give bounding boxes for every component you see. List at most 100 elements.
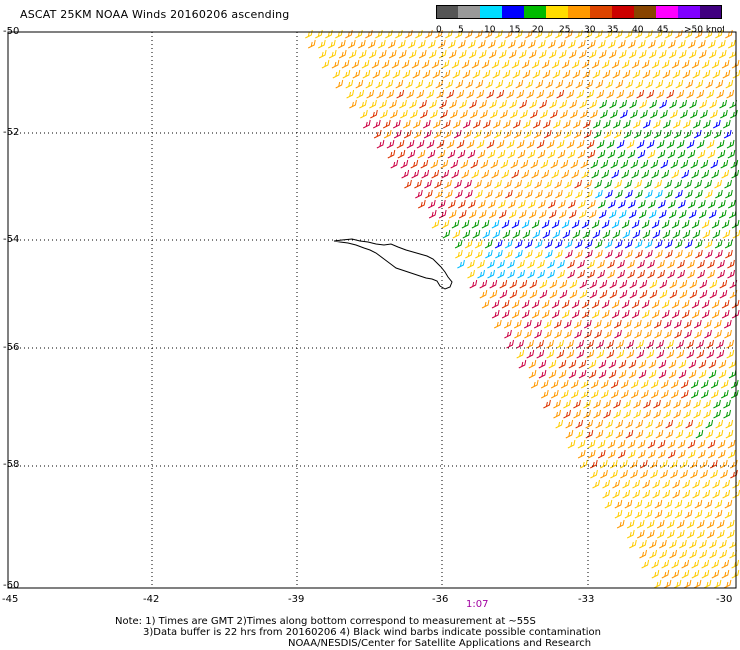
wind-barb <box>722 69 731 79</box>
wind-barb <box>699 279 708 289</box>
wind-barb <box>681 309 690 319</box>
wind-barb <box>707 39 716 49</box>
wind-barb <box>504 329 512 339</box>
wind-barb <box>659 289 668 299</box>
wind-barb <box>654 329 662 339</box>
wind-barb <box>391 59 400 69</box>
map-title: ASCAT 25KM NOAA Winds 20160206 ascending <box>20 8 290 21</box>
wind-barb <box>568 359 577 369</box>
wind-barb <box>684 499 693 509</box>
wind-barb <box>355 29 363 39</box>
wind-barb <box>492 119 501 129</box>
wind-barb <box>604 179 612 189</box>
wind-barb <box>451 169 460 179</box>
wind-barb <box>463 129 472 139</box>
wind-barb <box>592 479 600 489</box>
wind-barb <box>497 269 505 279</box>
wind-barb <box>668 209 677 219</box>
wind-barb <box>681 169 690 179</box>
wind-barb <box>608 49 617 59</box>
wind-barb <box>341 59 350 69</box>
note-line-2: 3)Data buffer is 22 hrs from 20160206 4)… <box>143 627 601 638</box>
wind-barb <box>647 269 655 279</box>
wind-barb <box>640 389 649 399</box>
wind-barb <box>452 119 461 129</box>
wind-barb <box>443 129 452 139</box>
wind-barb <box>571 299 580 309</box>
wind-barb <box>607 269 615 279</box>
wind-barb <box>705 419 714 429</box>
wind-barb <box>709 289 718 299</box>
wind-barb <box>722 119 731 129</box>
wind-barb <box>581 169 590 179</box>
wind-barb <box>706 529 715 539</box>
wind-barb <box>630 109 638 119</box>
wind-barb <box>531 169 540 179</box>
wind-barb <box>454 179 462 189</box>
wind-barb <box>630 159 639 169</box>
wind-barb <box>610 389 619 399</box>
wind-barb <box>487 199 496 209</box>
wind-barb <box>680 379 689 389</box>
wind-barb <box>624 179 632 189</box>
wind-barb <box>564 239 573 249</box>
wind-barb <box>666 339 674 349</box>
wind-barb <box>640 109 648 119</box>
wind-barb <box>650 109 658 119</box>
wind-barb <box>678 359 687 369</box>
wind-barb <box>657 269 665 279</box>
wind-barb <box>681 569 690 579</box>
wind-barb <box>549 289 558 299</box>
lon-label-36: -36 <box>432 594 449 605</box>
wind-barb <box>487 259 495 269</box>
wind-barb <box>428 209 437 219</box>
wind-barb <box>508 209 517 219</box>
wind-barb <box>507 199 516 209</box>
wind-barb <box>555 249 563 259</box>
wind-barb <box>644 329 652 339</box>
wind-barb <box>636 349 645 359</box>
wind-barb <box>541 219 550 229</box>
wind-barb <box>602 489 611 499</box>
wind-barb <box>582 229 591 239</box>
wind-speed-legend: 0 5 10 15 20 25 30 35 40 45 >50 knots <box>436 5 724 35</box>
wind-barb <box>537 199 546 209</box>
wind-barb <box>479 99 487 109</box>
wind-barb <box>575 419 584 429</box>
wind-barb <box>438 209 447 219</box>
wind-barb <box>626 139 635 149</box>
wind-barb <box>719 539 727 549</box>
wind-barb <box>725 29 733 39</box>
wind-barb <box>719 549 727 559</box>
wind-barb <box>410 109 418 119</box>
wind-barb <box>688 49 697 59</box>
wind-barb <box>365 29 373 39</box>
wind-barb <box>406 139 415 149</box>
wind-barb <box>467 259 475 269</box>
wind-barb <box>692 69 701 79</box>
wind-barb <box>580 109 588 119</box>
legend-label: 25 <box>559 25 570 35</box>
wind-barb <box>416 139 425 149</box>
wind-barb <box>657 259 665 269</box>
wind-barb <box>625 79 634 89</box>
wind-barb <box>652 479 660 489</box>
wind-barb <box>517 259 525 269</box>
wind-barb <box>671 309 680 319</box>
wind-barb <box>709 99 717 109</box>
wind-barb <box>632 229 641 239</box>
wind-barb <box>715 429 724 439</box>
wind-barb <box>440 159 449 169</box>
wind-barb <box>650 389 659 399</box>
wind-barb <box>636 519 645 529</box>
legend-swatch <box>568 5 590 19</box>
wind-barb <box>720 389 729 399</box>
wind-barb <box>722 489 731 499</box>
wind-barb <box>411 169 420 179</box>
wind-barb <box>514 179 522 189</box>
wind-barb <box>666 349 675 359</box>
wind-barb <box>691 59 700 69</box>
wind-barb <box>688 369 697 379</box>
wind-barb <box>592 69 601 79</box>
wind-barb <box>679 99 687 109</box>
